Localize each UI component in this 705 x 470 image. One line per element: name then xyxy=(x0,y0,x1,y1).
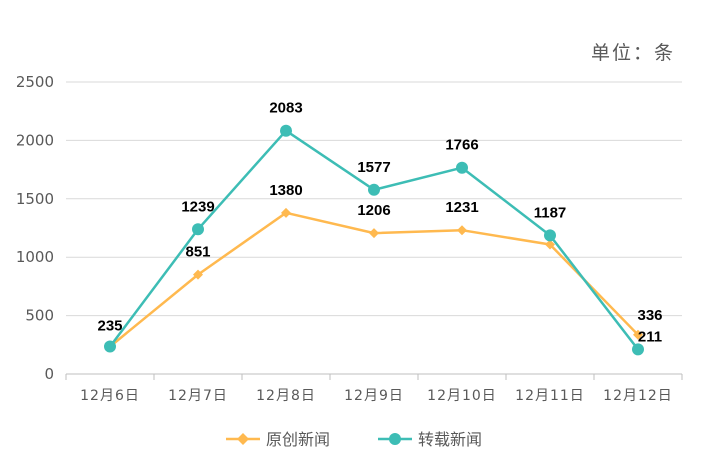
x-tick-label: 12月6日 xyxy=(80,388,140,404)
data-point xyxy=(632,343,644,356)
y-tick-label: 1000 xyxy=(16,248,54,266)
data-point xyxy=(280,124,292,137)
data-point xyxy=(545,239,555,250)
data-label: 211 xyxy=(638,328,662,345)
y-tick-label: 2000 xyxy=(16,131,54,149)
legend-label: 转载新闻 xyxy=(418,430,482,449)
data-point xyxy=(544,229,556,242)
x-tick-label: 12月10日 xyxy=(427,388,497,404)
x-tick-label: 12月11日 xyxy=(515,388,585,404)
data-label: 1187 xyxy=(534,204,567,221)
x-tick-label: 12月8日 xyxy=(256,388,316,404)
data-label: 336 xyxy=(637,307,662,324)
data-label: 1766 xyxy=(445,137,478,154)
y-tick-label: 1500 xyxy=(16,190,54,208)
data-label: 2083 xyxy=(269,100,302,117)
y-tick-label: 500 xyxy=(25,307,54,325)
y-tick-label: 0 xyxy=(44,365,54,383)
legend-label: 原创新闻 xyxy=(266,430,330,449)
x-tick-label: 12月12日 xyxy=(603,388,673,404)
grid-lines xyxy=(66,81,682,375)
data-label: 1239 xyxy=(181,198,214,215)
legend: 原创新闻 转载新闻 xyxy=(226,430,482,449)
data-label: 1206 xyxy=(357,202,390,219)
data-point xyxy=(281,207,291,218)
y-tick-label: 2500 xyxy=(16,73,54,91)
data-point xyxy=(456,161,468,174)
x-tick-label: 12月7日 xyxy=(168,388,228,404)
data-point xyxy=(192,223,204,236)
axes: 0 500 1000 1500 2000 2500 12月6日 12月7日 12月8日 12月9日… xyxy=(16,73,683,404)
data-labels: 235 1239 2083 1577 1766 1187 211 851 1380 1206 123… xyxy=(97,100,662,346)
data-point xyxy=(104,340,116,353)
data-label: 1231 xyxy=(445,199,478,216)
legend-marker xyxy=(237,433,249,445)
x-tick-label: 12月9日 xyxy=(344,388,404,404)
data-label: 1380 xyxy=(269,182,302,199)
data-point xyxy=(457,225,467,236)
data-point xyxy=(369,228,379,239)
data-point xyxy=(633,329,643,340)
data-label: 1577 xyxy=(357,159,390,176)
data-label: 851 xyxy=(185,244,210,261)
data-point xyxy=(193,269,203,280)
data-label: 235 xyxy=(97,318,122,335)
legend-marker xyxy=(389,433,401,445)
data-point xyxy=(368,183,380,196)
unit-label: 单位：条 xyxy=(590,42,675,64)
series-layer xyxy=(104,124,644,356)
